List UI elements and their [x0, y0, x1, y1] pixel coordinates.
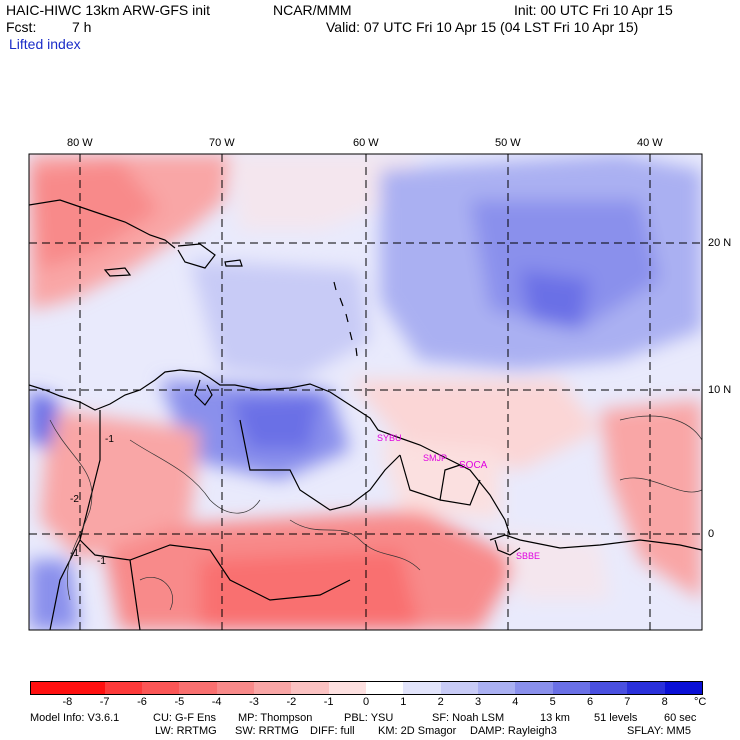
contour-label: -1 [105, 434, 114, 445]
colorbar-tick-label: -3 [249, 696, 259, 708]
colorbar-swatch [179, 681, 218, 695]
colorbar-tick-label: 2 [437, 696, 444, 708]
colorbar-swatch [627, 681, 666, 695]
model-title: HAIC-HIWC 13km ARW-GFS init [6, 2, 211, 18]
footer-model-info: Model Info: V3.6.1 [30, 712, 120, 724]
lon-label-40w: 40 W [637, 137, 663, 149]
colorbar-tick-label: 8 [661, 696, 668, 708]
colorbar-swatch [590, 681, 628, 695]
field-name: Lifted index [9, 36, 81, 52]
colorbar-tick-label: -1 [323, 696, 334, 708]
colorbar-swatch [664, 681, 704, 695]
contour-label: -1 [70, 548, 79, 559]
colorbar-swatch [328, 681, 367, 695]
footer-km: KM: 2D Smagor [378, 725, 457, 737]
footer-pbl: PBL: YSU [344, 712, 394, 724]
colorbar-swatch [552, 681, 591, 695]
footer-cu: CU: G-F Ens [153, 712, 216, 724]
colorbar-tick-label: 3 [474, 696, 482, 708]
org-label: NCAR/MMM [273, 2, 352, 18]
fcst-value: 7 h [72, 19, 92, 35]
footer-timestep: 60 sec [664, 712, 697, 724]
fcst-label: Fcst: [6, 19, 37, 35]
lon-label-70w: 70 W [209, 137, 235, 149]
colorbar-unit: °C [694, 696, 707, 708]
colorbar-swatch [254, 681, 292, 695]
colorbar-tick-label: 0 [362, 696, 370, 708]
colorbar-swatch [142, 681, 180, 695]
colorbar-tick-label: -6 [137, 696, 147, 708]
lat-label-0: 0 [708, 528, 715, 540]
footer-levels: 51 levels [594, 712, 638, 724]
colorbar-tick-label: -4 [211, 696, 222, 708]
coastlines [29, 199, 702, 630]
colorbar-tick-label: -2 [286, 696, 297, 708]
colorbar-tick-label: -5 [174, 696, 185, 708]
colorbar-swatch [403, 681, 442, 695]
colorbar-swatch [440, 681, 479, 695]
station-sybu: SYBU [377, 433, 402, 443]
colorbar-swatch [30, 681, 69, 695]
footer-resolution: 13 km [540, 712, 570, 724]
colorbar-swatch [478, 681, 516, 695]
station-smjp: SMJP [423, 453, 448, 463]
colorbar-tick-label: -8 [62, 696, 73, 708]
station-soca: SOCA [459, 460, 488, 471]
lon-label-60w: 60 W [353, 137, 379, 149]
colorbar-swatch [216, 681, 255, 695]
colorbar-swatch [291, 681, 330, 695]
contour-label: -1 [97, 556, 106, 567]
colorbar-swatch [104, 681, 143, 695]
station-sbbe: SBBE [516, 551, 541, 561]
colorbar-swatch [67, 681, 106, 695]
colorbar-swatch [515, 681, 554, 695]
footer-diff: DIFF: full [310, 725, 355, 737]
lon-label-80w: 80 W [67, 137, 93, 149]
colorbar-tick-label: -7 [99, 696, 110, 708]
lat-label-20n: 20 N [708, 237, 732, 249]
contour-label: -2 [70, 494, 79, 505]
colorbar-tick-label: 6 [586, 696, 594, 708]
lon-label-50w: 50 W [495, 137, 521, 149]
colorbar-tick-label: 4 [512, 696, 519, 708]
footer-mp: MP: Thompson [238, 712, 313, 724]
footer-lw: LW: RRTMG [155, 725, 217, 737]
lat-label-10n: 10 N [708, 384, 732, 396]
map-frame [28, 153, 703, 631]
footer-damp: DAMP: Rayleigh3 [470, 725, 557, 737]
footer-sw: SW: RRTMG [235, 725, 299, 737]
footer-sflay: SFLAY: MM5 [627, 725, 691, 737]
init-time: Init: 00 UTC Fri 10 Apr 15 [514, 2, 673, 18]
colorbar-tick-label: 5 [549, 696, 556, 708]
lat-lon-grid [29, 154, 702, 630]
valid-time: Valid: 07 UTC Fri 10 Apr 15 (04 LST Fri … [326, 19, 639, 35]
colorbar-tick-label: 1 [400, 696, 407, 708]
footer-sf: SF: Noah LSM [432, 712, 505, 724]
colorbar-tick-label: 7 [624, 696, 631, 708]
colorbar-swatch [366, 681, 404, 695]
li-contours [49, 415, 702, 611]
